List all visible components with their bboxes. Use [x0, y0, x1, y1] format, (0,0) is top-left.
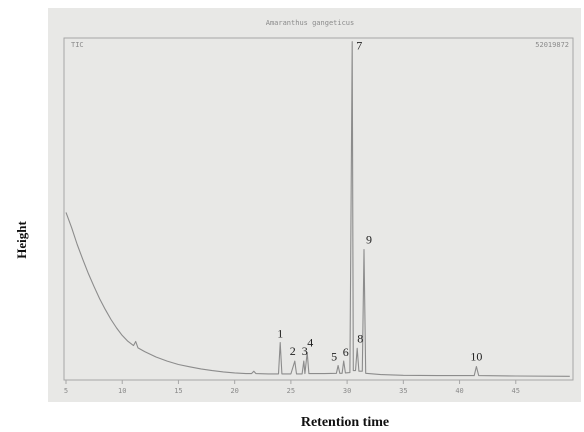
peak-label-4: 4 — [307, 336, 313, 350]
plot-frame — [63, 37, 574, 381]
peak-labels: 12 34 5 6 7 8 9 10 — [277, 39, 482, 364]
peak-label-8: 8 — [357, 331, 363, 345]
x-axis-label: Retention time — [301, 415, 389, 430]
file-id: 52019872 — [535, 41, 569, 49]
x-tick-label: 30 — [343, 387, 351, 395]
peak-label-5: 5 — [331, 350, 337, 364]
x-tick-label: 35 — [399, 387, 407, 395]
y-axis-label: Height — [14, 221, 29, 259]
x-tick-label: 20 — [230, 387, 238, 395]
x-tick-label: 40 — [455, 387, 463, 395]
peak-label-6: 6 — [343, 345, 349, 359]
x-axis-ticks: 5 10 15 20 25 30 35 40 45 — [64, 380, 520, 395]
chart-title: Amaranthus gangeticus — [266, 19, 355, 27]
peak-label-9: 9 — [366, 233, 372, 247]
x-tick-label: 5 — [64, 387, 68, 395]
trace-label: TIC — [71, 41, 84, 49]
x-tick-label: 45 — [512, 387, 520, 395]
x-tick-label: 15 — [174, 387, 182, 395]
scan-background — [48, 8, 581, 402]
peak-label-2: 2 — [290, 344, 296, 358]
peak-label-7: 7 — [356, 39, 362, 53]
peak-label-1: 1 — [277, 327, 283, 341]
x-tick-label: 10 — [118, 387, 126, 395]
peak-label-10: 10 — [470, 350, 482, 364]
peak-label-3: 3 — [302, 344, 308, 358]
x-tick-label: 25 — [287, 387, 295, 395]
tic-trace-line — [65, 41, 570, 377]
